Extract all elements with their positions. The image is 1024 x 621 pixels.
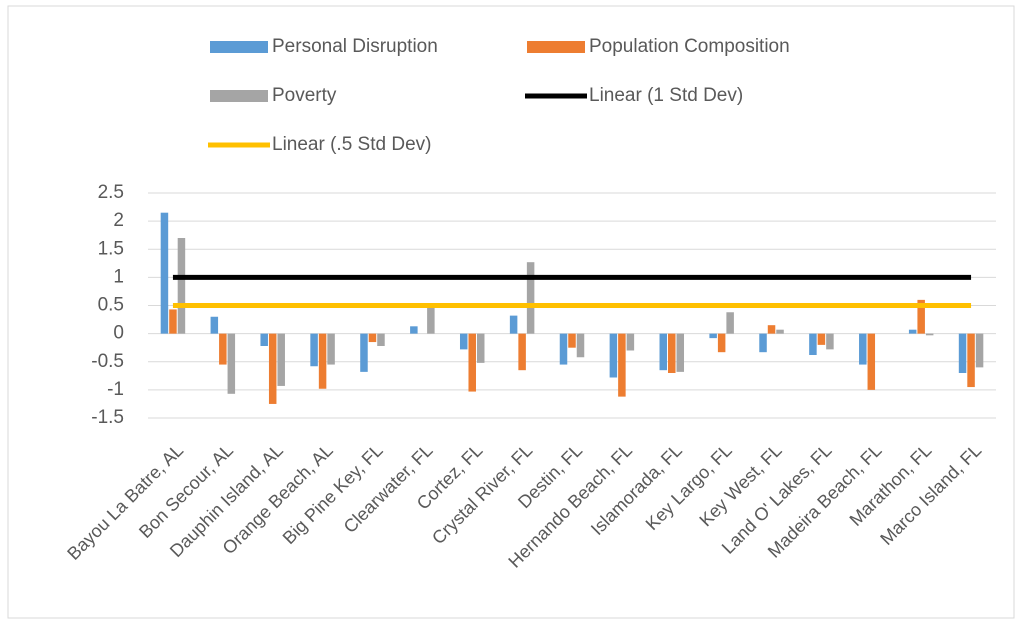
y-tick-label: 0 xyxy=(113,323,124,344)
bar xyxy=(609,333,618,378)
bar xyxy=(817,333,826,345)
bar xyxy=(169,309,177,334)
bar xyxy=(908,329,917,334)
bar xyxy=(260,333,268,346)
bar xyxy=(318,333,327,389)
legend-label: Linear (.5 Std Dev) xyxy=(272,134,431,155)
bar xyxy=(210,316,219,334)
bar xyxy=(925,333,934,336)
bar xyxy=(917,299,925,334)
y-tick-label: -1.5 xyxy=(91,407,124,428)
bar xyxy=(219,333,227,365)
bar xyxy=(709,333,717,339)
legend-swatch xyxy=(527,41,585,53)
bar xyxy=(277,333,285,386)
bar xyxy=(958,333,967,373)
y-tick-label: 1 xyxy=(113,266,124,287)
bar xyxy=(459,333,468,350)
bar xyxy=(559,333,568,365)
bar xyxy=(975,333,984,368)
bar xyxy=(327,333,335,365)
bar xyxy=(227,333,236,394)
legend-swatch xyxy=(210,90,268,102)
bar xyxy=(776,329,784,334)
y-tick-label: 2.5 xyxy=(98,182,124,203)
bar xyxy=(526,262,535,334)
bar xyxy=(659,333,668,371)
bar xyxy=(867,333,876,390)
y-tick-label: -1 xyxy=(107,379,124,400)
bar xyxy=(826,333,834,350)
bar xyxy=(717,333,726,353)
bar xyxy=(310,333,318,367)
y-tick-label: 1.5 xyxy=(98,238,124,259)
bar xyxy=(476,333,485,363)
bar xyxy=(368,333,377,343)
bar xyxy=(568,333,576,348)
bar xyxy=(676,333,685,372)
y-tick-label: 2 xyxy=(113,210,124,231)
bar xyxy=(177,238,186,334)
bar xyxy=(626,333,635,351)
bar xyxy=(759,333,767,353)
legend-label: Population Composition xyxy=(589,36,790,57)
bar xyxy=(268,333,277,404)
bar xyxy=(518,333,526,371)
bar xyxy=(618,333,626,397)
bar xyxy=(377,333,385,346)
legend-label: Poverty xyxy=(272,85,337,106)
bar xyxy=(967,333,975,388)
bar xyxy=(859,333,867,365)
bar xyxy=(427,305,435,334)
y-tick-label: 0.5 xyxy=(98,295,124,316)
bar xyxy=(668,333,676,373)
bar xyxy=(360,333,368,372)
bar xyxy=(576,333,585,358)
legend-label: Linear (1 Std Dev) xyxy=(589,85,743,106)
legend-swatch xyxy=(210,41,268,53)
y-tick-label: -0.5 xyxy=(91,351,124,372)
bar xyxy=(809,333,817,355)
legend-label: Personal Disruption xyxy=(272,36,438,57)
bar xyxy=(509,315,518,334)
bar xyxy=(160,212,169,334)
bar xyxy=(767,325,776,334)
bar xyxy=(726,312,734,334)
bar xyxy=(410,326,418,334)
bar xyxy=(468,333,476,392)
